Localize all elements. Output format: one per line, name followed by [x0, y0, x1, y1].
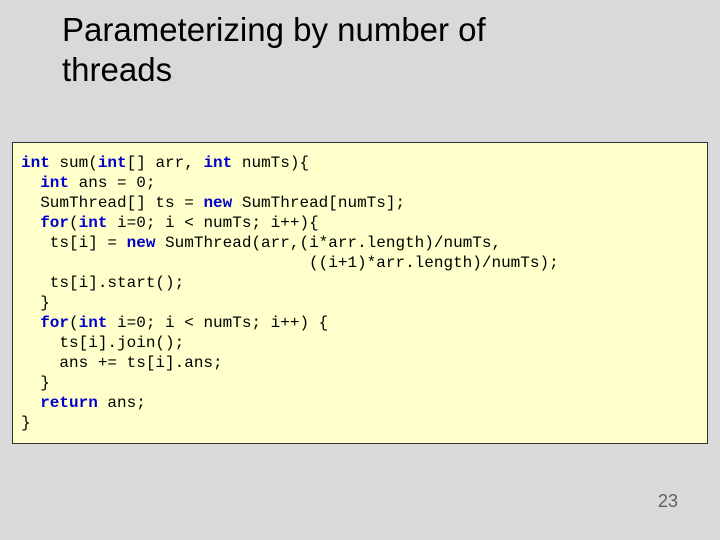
- code-block: int sum(int[] arr, int numTs){ int ans =…: [12, 142, 708, 444]
- code-keyword: int: [79, 314, 108, 332]
- title-line-1: Parameterizing by number of: [62, 11, 486, 48]
- code-keyword: int: [203, 154, 232, 172]
- slide-title: Parameterizing by number of threads: [62, 10, 486, 89]
- code-keyword: new: [127, 234, 156, 252]
- code-keyword: int: [21, 154, 50, 172]
- code-keyword: new: [203, 194, 232, 212]
- code-keyword: for: [40, 214, 69, 232]
- code-keyword: int: [79, 214, 108, 232]
- page-number: 23: [658, 491, 678, 512]
- code-keyword: for: [40, 314, 69, 332]
- code-keyword: return: [40, 394, 98, 412]
- code-keyword: int: [40, 174, 69, 192]
- title-line-2: threads: [62, 51, 172, 88]
- code-keyword: int: [98, 154, 127, 172]
